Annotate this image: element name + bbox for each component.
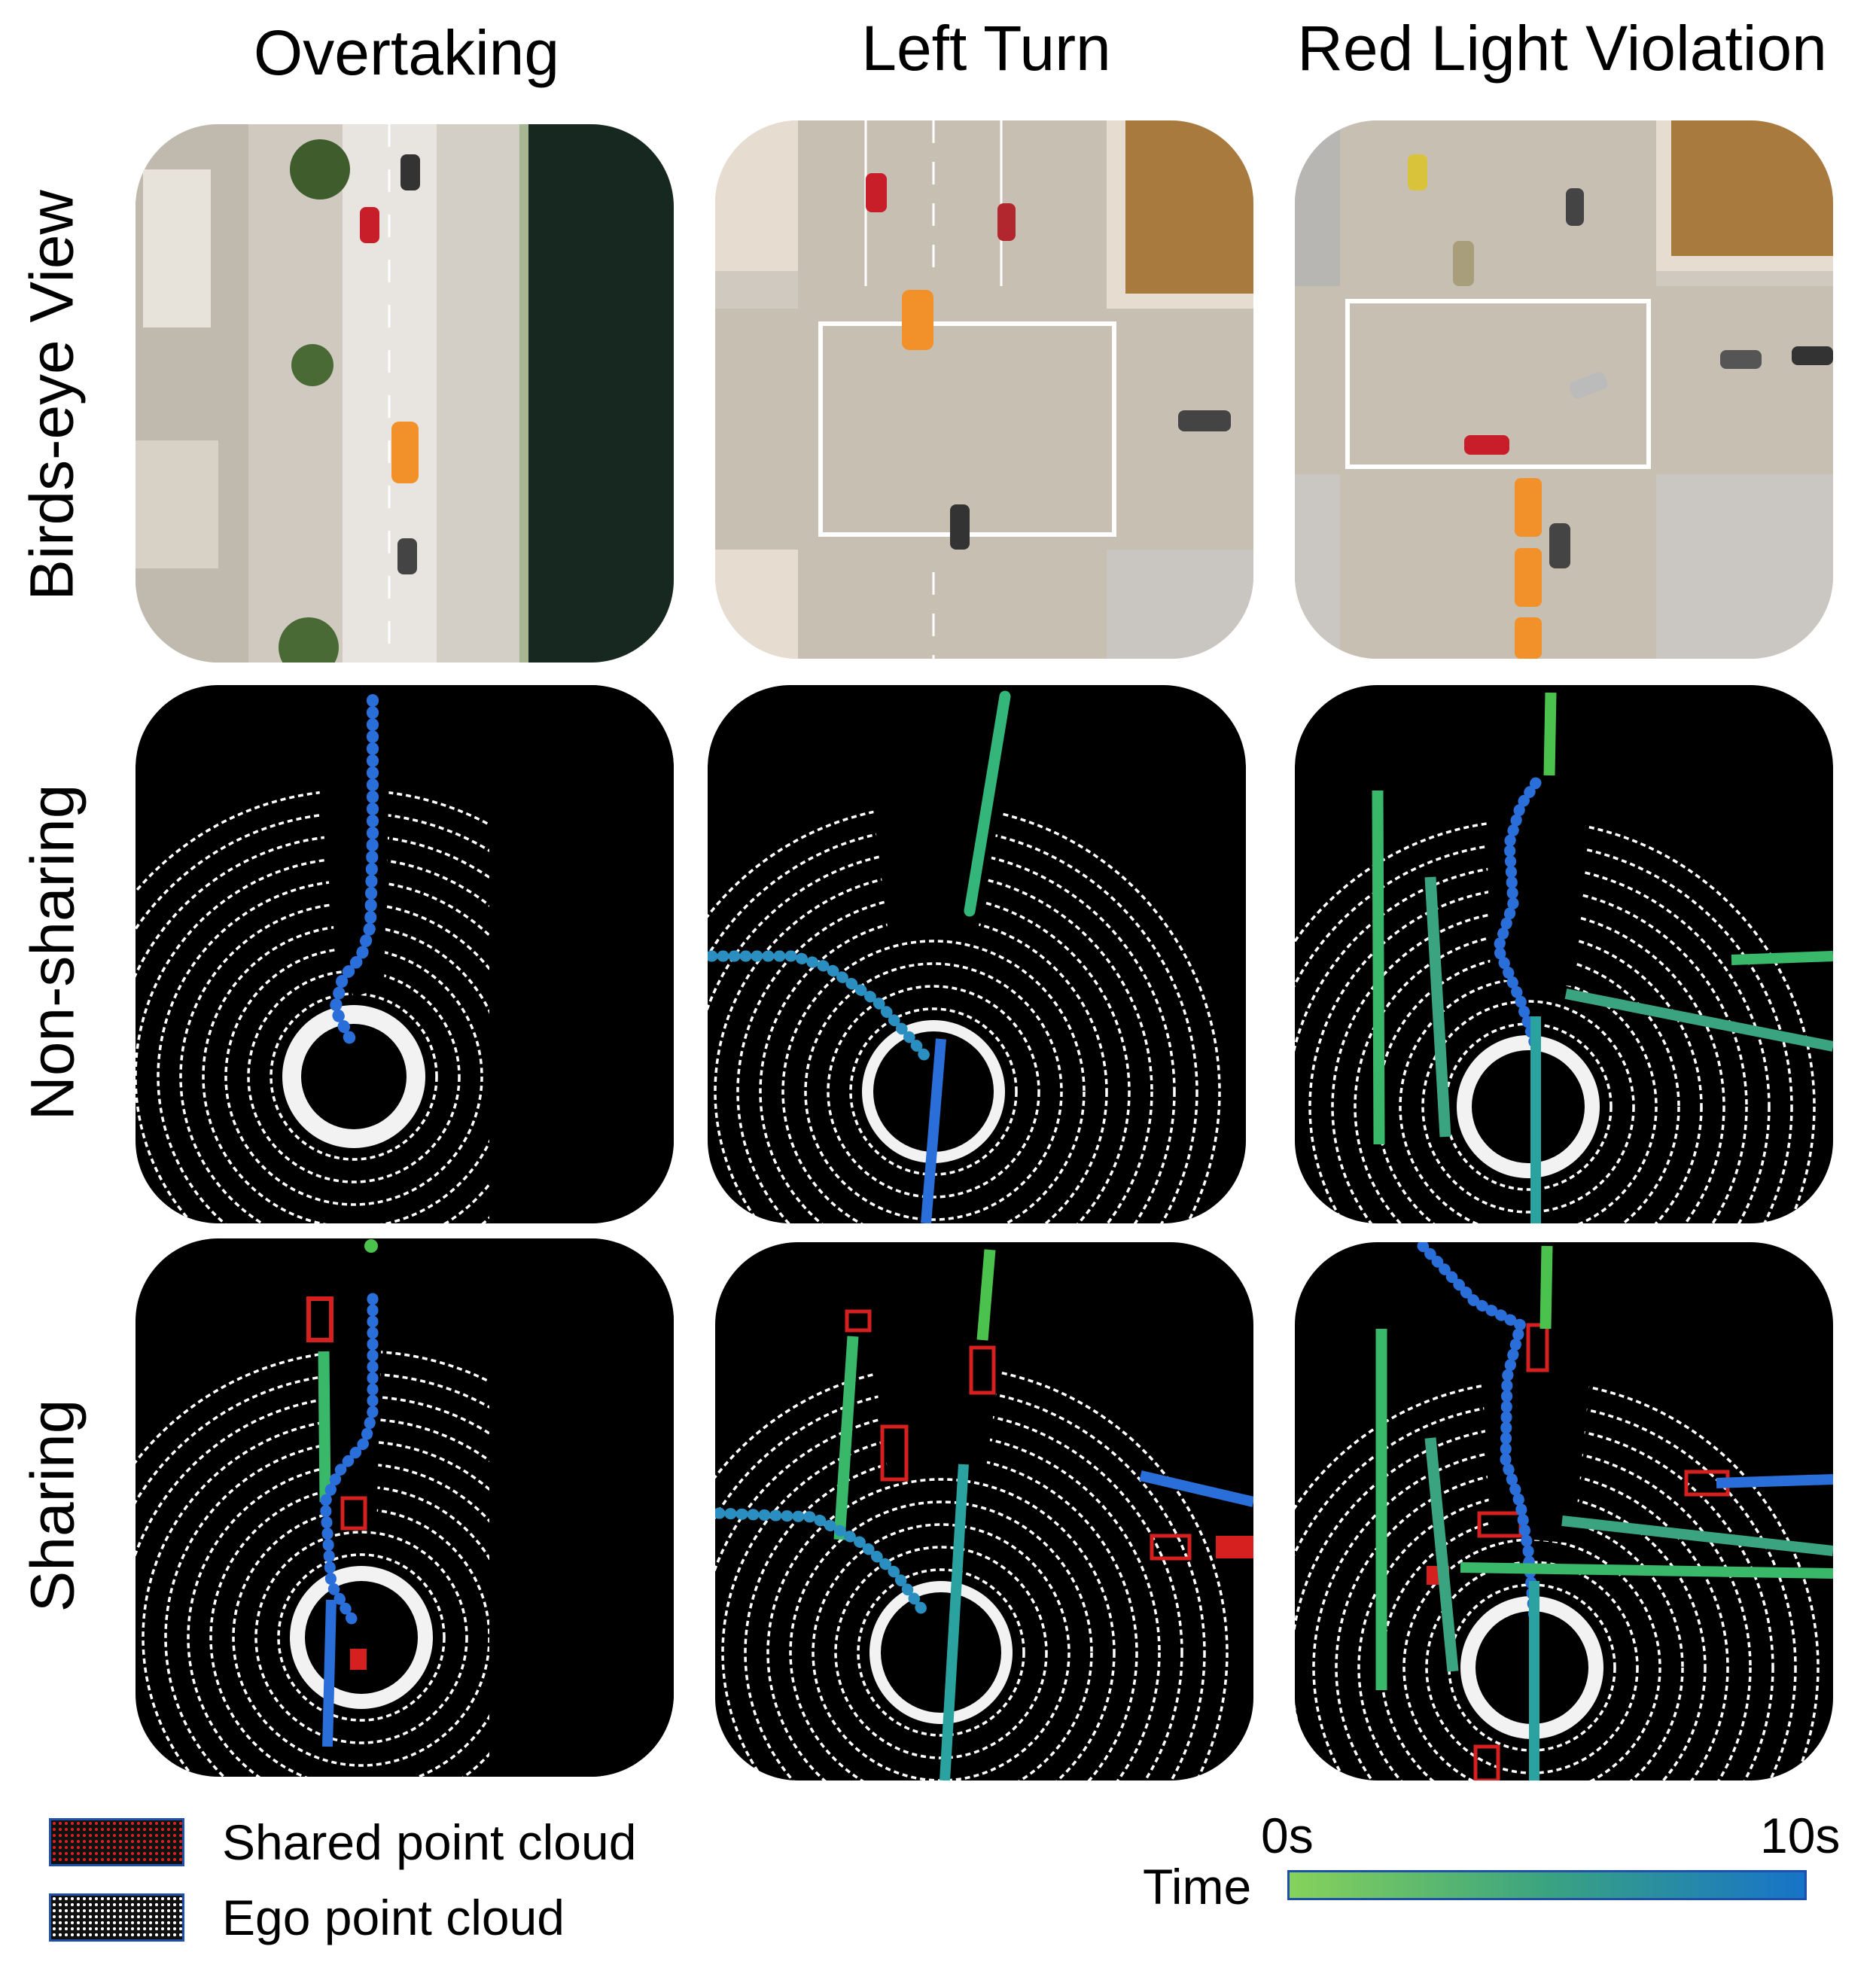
time-scale-start: 0s (1261, 1808, 1314, 1863)
row-label-non-sharing: Non-sharing (18, 784, 87, 1121)
legend-ego-label: Ego point cloud (222, 1890, 565, 1945)
ego-point-cloud-swatch (49, 1893, 184, 1942)
legend-ego-point-cloud: Ego point cloud (49, 1890, 565, 1945)
lidar-sharing-overtaking-panel (136, 1238, 674, 1777)
column-title-left-turn: Left Turn (861, 13, 1111, 84)
bev-red-light-violation-panel (1295, 120, 1833, 659)
shared-point-cloud-vehicle (306, 1296, 333, 1342)
column-title-red-light-violation: Red Light Violation (1297, 13, 1827, 84)
lidar-non-sharing-red-light-violation (1295, 685, 1833, 1223)
row-label-sharing: Sharing (18, 1399, 87, 1613)
legend-shared-point-cloud: Shared point cloud (49, 1814, 637, 1870)
ego-vehicle (391, 422, 419, 483)
shared-point-cloud-swatch (49, 1818, 184, 1866)
lidar-sharing-left-turn-panel (715, 1242, 1253, 1780)
lidar-sharing-red-light-violation (1295, 1242, 1833, 1780)
ego-vehicle (902, 290, 933, 350)
water (527, 124, 674, 663)
row-label-birds-eye-view: Birds-eye View (18, 190, 87, 601)
legend-shared-label: Shared point cloud (222, 1814, 637, 1870)
lidar-sharing-red-light-violation-panel (1295, 1242, 1833, 1780)
bev-red-light-violation-scene (1295, 120, 1833, 659)
lidar-sharing-left-turn (715, 1242, 1253, 1780)
time-color-bar (1287, 1870, 1807, 1900)
grass (1671, 120, 1833, 256)
lidar-non-sharing-left-turn (708, 685, 1221, 1223)
bev-left-turn-panel (715, 120, 1253, 659)
grass (1125, 120, 1253, 294)
lidar-non-sharing-overtaking-panel (136, 685, 674, 1223)
lidar-non-sharing-overtaking (136, 685, 674, 1223)
lidar-non-sharing-left-turn-panel (708, 685, 1246, 1223)
column-title-overtaking: Overtaking (253, 17, 560, 88)
bev-overtaking-scene (136, 124, 674, 663)
bev-overtaking-panel (136, 124, 674, 663)
lidar-non-sharing-red-light-violation-panel (1295, 685, 1833, 1223)
time-scale-end: 10s (1760, 1808, 1841, 1863)
ego-vehicle (1515, 478, 1542, 537)
lidar-sharing-overtaking (136, 1238, 674, 1777)
road (343, 124, 437, 663)
bev-left-turn-scene (715, 120, 1253, 659)
time-scale-label: Time (1143, 1859, 1252, 1915)
